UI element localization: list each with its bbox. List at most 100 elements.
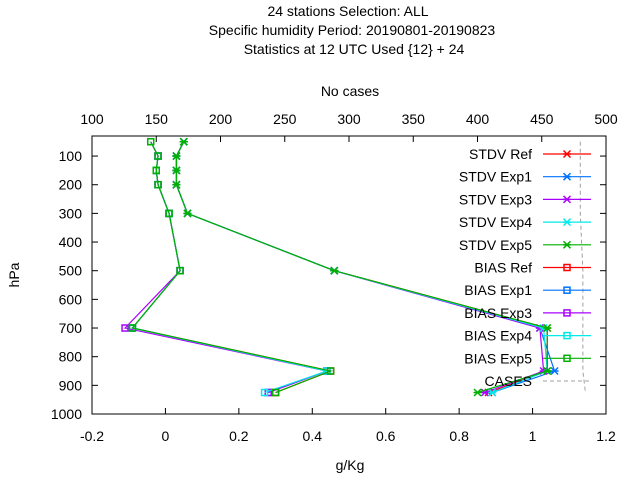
legend-label: STDV Ref (469, 146, 532, 162)
legend-marker (563, 263, 571, 272)
data-point (326, 367, 335, 375)
data-point (172, 166, 181, 175)
series-stdv-exp5 (172, 137, 552, 397)
x2-tick-label: 300 (337, 111, 361, 127)
y-tick-label: 900 (59, 377, 83, 393)
y-tick-label: 300 (59, 205, 83, 221)
series-line (131, 141, 333, 394)
y-tick-label: 600 (59, 291, 83, 307)
data-point (480, 388, 489, 397)
data-point (172, 152, 181, 161)
data-point (543, 323, 552, 333)
legend-marker (563, 354, 571, 363)
series-bias-exp1 (128, 137, 331, 397)
data-point (128, 324, 137, 332)
data-point (488, 388, 497, 397)
axis-ticks (91, 136, 607, 415)
data-point (146, 137, 155, 146)
legend-item-cases: CASES (485, 373, 591, 389)
legend-marker (562, 149, 572, 159)
data-point (183, 209, 192, 218)
chart-title-line-3: Statistics at 12 UTC Used {12} + 24 (244, 41, 465, 57)
y-tick-label: 100 (59, 148, 83, 164)
legend-item-bias-exp3: BIAS Exp3 (464, 305, 591, 321)
data-point (543, 366, 552, 376)
series-line (123, 141, 330, 394)
series-layer (121, 137, 586, 397)
legend-marker (562, 172, 572, 181)
legend-item-stdv-exp4: STDV Exp4 (459, 214, 591, 230)
x-tick-label: 1 (529, 428, 537, 444)
data-point (165, 209, 173, 218)
x2-tick-label: 450 (530, 111, 554, 127)
x2-tick-label: 200 (209, 111, 233, 127)
legend-label: BIAS Exp4 (464, 328, 532, 344)
legend-label: STDV Exp1 (459, 169, 532, 185)
legend-item-stdv-exp5: STDV Exp5 (459, 237, 591, 253)
series-line (131, 141, 330, 394)
series-bias-exp4 (128, 137, 331, 397)
y-tick-label: 400 (59, 234, 83, 250)
series-bias-exp5 (128, 137, 335, 397)
series-cases-line (579, 141, 586, 393)
x-tick-label: -0.2 (80, 428, 104, 444)
data-point (152, 166, 160, 175)
data-point (121, 324, 129, 332)
y-tick-label: 500 (59, 263, 83, 279)
y-tick-label: 200 (59, 177, 83, 193)
x-tick-label: 0 (162, 428, 170, 444)
data-point (271, 388, 280, 397)
series-bias-ref (128, 137, 335, 397)
legend-item-bias-ref: BIAS Ref (474, 260, 591, 276)
data-point (550, 366, 559, 376)
y-tick-label: 700 (59, 320, 83, 336)
chart-title-line-1: 24 stations Selection: ALL (267, 3, 428, 19)
y-tick-label: 1000 (51, 406, 82, 422)
legend-marker (563, 309, 571, 317)
chart-title-line-2: Specific humidity Period: 20190801-20190… (209, 22, 496, 38)
data-point (260, 388, 269, 397)
legend-label: CASES (485, 373, 532, 389)
data-point (154, 180, 162, 189)
legend-item-bias-exp5: BIAS Exp5 (464, 350, 591, 366)
x-tick-label: 0.8 (449, 428, 469, 444)
legend-label: STDV Exp4 (459, 214, 532, 230)
x2-tick-label: 250 (273, 111, 297, 127)
legend-marker (562, 195, 572, 204)
legend-item-stdv-exp1: STDV Exp1 (459, 169, 591, 185)
legend-item-bias-exp4: BIAS Exp4 (464, 328, 591, 344)
legend-marker (562, 240, 572, 249)
x-axis-label: g/Kg (336, 457, 365, 473)
legend-item-stdv-exp3: STDV Exp3 (459, 191, 591, 207)
x-tick-label: 0.4 (303, 428, 323, 444)
data-point (176, 266, 184, 275)
legend-label: BIAS Exp1 (464, 282, 532, 298)
y-axis-label: hPa (6, 262, 22, 287)
y-tick-label: 800 (59, 349, 83, 365)
x2-axis-label: No cases (321, 83, 379, 99)
legend-label: STDV Exp5 (459, 237, 532, 253)
series-line (131, 141, 333, 394)
legend-marker (562, 218, 572, 227)
legend-marker (563, 331, 571, 340)
x-tick-label: 0.6 (376, 428, 396, 444)
x2-tick-label: 350 (402, 111, 426, 127)
data-point (154, 152, 162, 160)
x2-tick-label: 150 (145, 111, 169, 127)
legend-label: BIAS Ref (474, 260, 532, 276)
data-point (172, 180, 181, 189)
x2-tick-label: 100 (80, 111, 104, 127)
legend-item-bias-exp1: BIAS Exp1 (464, 282, 591, 298)
series-bias-exp3 (121, 137, 331, 397)
x-tick-label: 0.2 (229, 428, 249, 444)
data-point (179, 137, 188, 146)
legend-label: BIAS Exp5 (464, 350, 532, 366)
data-point (330, 266, 339, 275)
legend-label: STDV Exp3 (459, 191, 532, 207)
legend-item-stdv-ref: STDV Ref (469, 146, 591, 162)
legend-label: BIAS Exp3 (464, 305, 532, 321)
legend-marker (563, 286, 571, 294)
x2-tick-label: 500 (594, 111, 618, 127)
series-line (131, 141, 330, 394)
